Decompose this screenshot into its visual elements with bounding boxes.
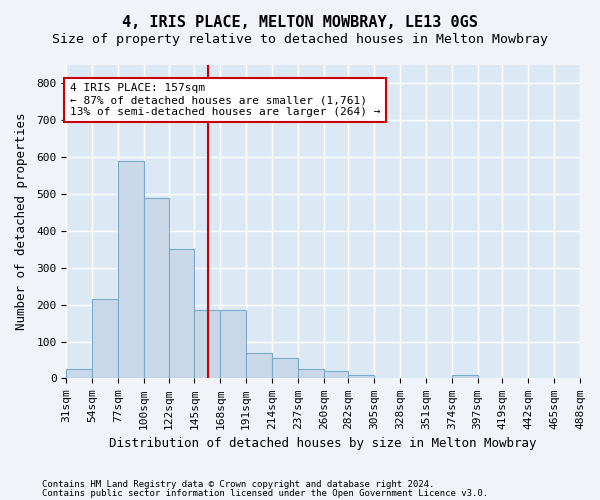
Bar: [118, 161, 144, 378]
Bar: [452, 375, 478, 378]
X-axis label: Distribution of detached houses by size in Melton Mowbray: Distribution of detached houses by size …: [109, 437, 537, 450]
Bar: [220, 310, 246, 378]
Bar: [298, 369, 324, 378]
Y-axis label: Number of detached properties: Number of detached properties: [15, 113, 28, 330]
Bar: [349, 375, 374, 378]
Text: Size of property relative to detached houses in Melton Mowbray: Size of property relative to detached ho…: [52, 32, 548, 46]
Text: Contains public sector information licensed under the Open Government Licence v3: Contains public sector information licen…: [42, 489, 488, 498]
Bar: [324, 371, 349, 378]
Bar: [246, 352, 272, 378]
Bar: [169, 250, 194, 378]
Bar: [67, 369, 92, 378]
Bar: [92, 299, 118, 378]
Text: Contains HM Land Registry data © Crown copyright and database right 2024.: Contains HM Land Registry data © Crown c…: [42, 480, 434, 489]
Bar: [272, 358, 298, 378]
Bar: [144, 198, 169, 378]
Bar: [194, 310, 220, 378]
Text: 4 IRIS PLACE: 157sqm
← 87% of detached houses are smaller (1,761)
13% of semi-de: 4 IRIS PLACE: 157sqm ← 87% of detached h…: [70, 84, 380, 116]
Text: 4, IRIS PLACE, MELTON MOWBRAY, LE13 0GS: 4, IRIS PLACE, MELTON MOWBRAY, LE13 0GS: [122, 15, 478, 30]
